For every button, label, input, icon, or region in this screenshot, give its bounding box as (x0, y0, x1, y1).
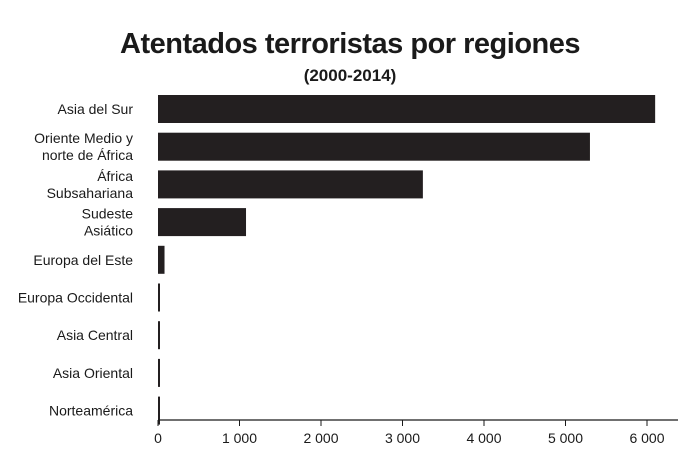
category-label: Norteamérica (49, 403, 133, 419)
bar-3 (158, 170, 423, 199)
bar-8 (158, 358, 160, 387)
category-label-line: Europa Occidental (18, 290, 133, 306)
category-label-line: África (97, 168, 133, 184)
category-label-line: Asia del Sur (58, 101, 134, 117)
x-tick-label: 0 (154, 430, 162, 446)
x-tick-label: 5 000 (548, 430, 583, 446)
bar-5 (158, 245, 165, 274)
category-label: Europa Occidental (18, 290, 133, 306)
category-label-line: Oriente Medio y (34, 130, 133, 146)
x-tick-label: 4 000 (466, 430, 501, 446)
category-label: Asia Central (57, 327, 133, 343)
category-label-line: Asia Oriental (53, 365, 133, 381)
category-label: Asia Oriental (53, 365, 133, 381)
category-label: Asia del Sur (58, 101, 134, 117)
category-label: África Subsahariana (47, 168, 134, 201)
category-label-line: norte de África (42, 147, 133, 163)
bar-9 (158, 396, 160, 425)
bar-4 (158, 208, 247, 237)
category-label: Oriente Medio y norte de África (34, 130, 133, 163)
x-tick-label: 3 000 (385, 430, 420, 446)
category-label-line: Sudeste (82, 206, 134, 222)
x-tick-label: 1 000 (222, 430, 257, 446)
category-label-line: Europa del Este (33, 252, 133, 268)
chart-subtitle: (2000-2014) (303, 66, 397, 85)
bar-7 (158, 321, 160, 350)
bar-6 (158, 283, 160, 312)
category-label-line: Norteamérica (49, 403, 133, 419)
bar-1 (158, 95, 656, 123)
x-tick-label: 6 000 (629, 430, 664, 446)
x-tick-label: 2 000 (303, 430, 338, 446)
category-label-line: Asia Central (57, 327, 133, 343)
chart-title: Atentados terroristas por regiones (120, 28, 581, 60)
category-label: Europa del Este (33, 252, 133, 268)
category-label: Sudeste Asiático (82, 206, 134, 239)
bar-2 (158, 132, 590, 161)
category-label-line: Subsahariana (47, 185, 134, 201)
category-label-line: Asiático (84, 223, 133, 239)
